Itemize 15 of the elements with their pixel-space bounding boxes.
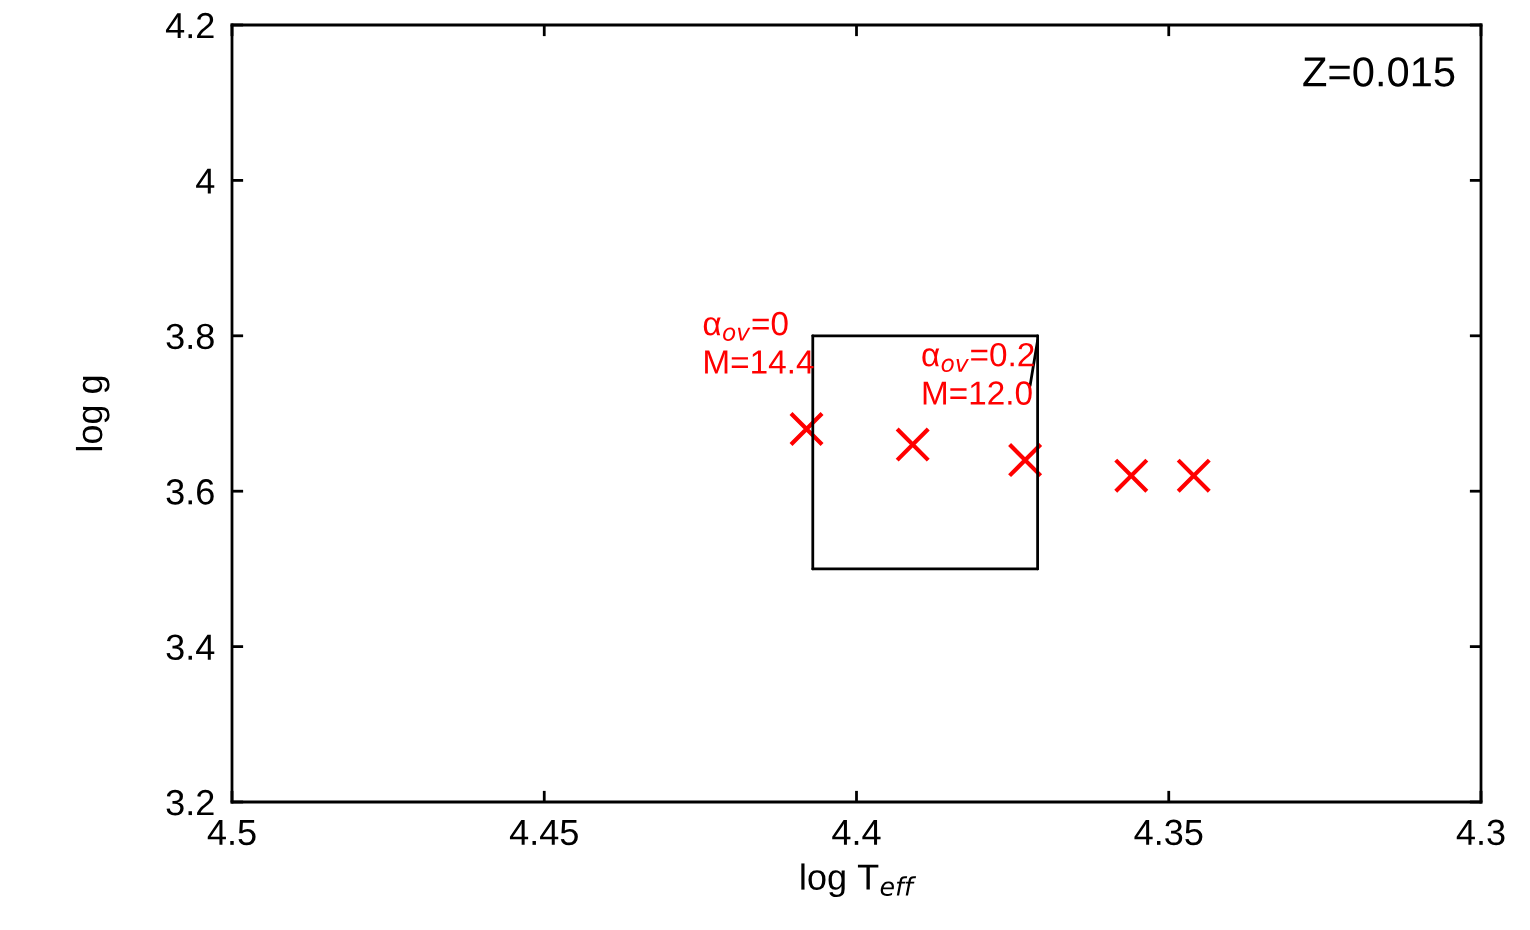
y-tick-label: 3.2 [166,789,214,816]
y-tick-label: 4 [196,168,215,194]
x-tick-label: 4.4 [832,819,881,845]
y-axis-title: log g [75,376,110,451]
y-tick-label: 3.6 [166,479,214,505]
x-tick-label: 4.45 [509,819,578,846]
x-axis-title: log T$_{eff}$ [801,863,917,898]
y-tick-label: 3.8 [166,323,214,350]
x-tick-label: 4.3 [1456,819,1505,846]
annotation: α$_{ov}$=0.2 M=12.0 [922,342,1034,405]
x-tick-label: 4.5 [207,819,256,846]
annotation: Z=0.015 [1303,57,1455,87]
x-tick-label: 4.35 [1134,819,1203,846]
y-tick-label: 3.4 [166,634,215,661]
y-tick-label: 4.2 [165,12,214,39]
